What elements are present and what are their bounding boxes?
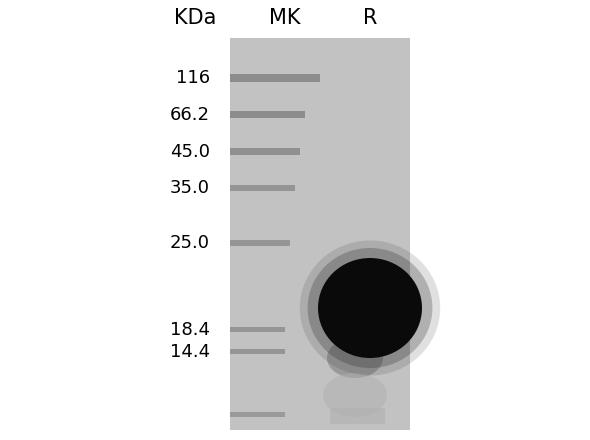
Bar: [230, 111, 305, 118]
Text: R: R: [363, 8, 377, 28]
Text: 25.0: 25.0: [170, 234, 210, 252]
Text: 18.4: 18.4: [170, 321, 210, 339]
Ellipse shape: [307, 248, 432, 368]
Ellipse shape: [323, 373, 387, 417]
Text: 45.0: 45.0: [170, 143, 210, 161]
Text: 116: 116: [176, 69, 210, 87]
Text: KDa: KDa: [174, 8, 216, 28]
Bar: [230, 240, 290, 246]
Text: 14.4: 14.4: [170, 343, 210, 361]
Bar: [230, 38, 410, 430]
Ellipse shape: [318, 258, 422, 358]
Ellipse shape: [300, 241, 440, 375]
Bar: [230, 412, 285, 418]
Text: 35.0: 35.0: [170, 179, 210, 197]
Bar: [330, 408, 385, 424]
Bar: [230, 349, 285, 355]
Bar: [230, 327, 285, 333]
Bar: [230, 74, 320, 82]
Bar: [230, 185, 295, 191]
Text: MK: MK: [269, 8, 301, 28]
Ellipse shape: [327, 338, 383, 378]
Bar: [230, 148, 300, 155]
Text: 66.2: 66.2: [170, 106, 210, 124]
